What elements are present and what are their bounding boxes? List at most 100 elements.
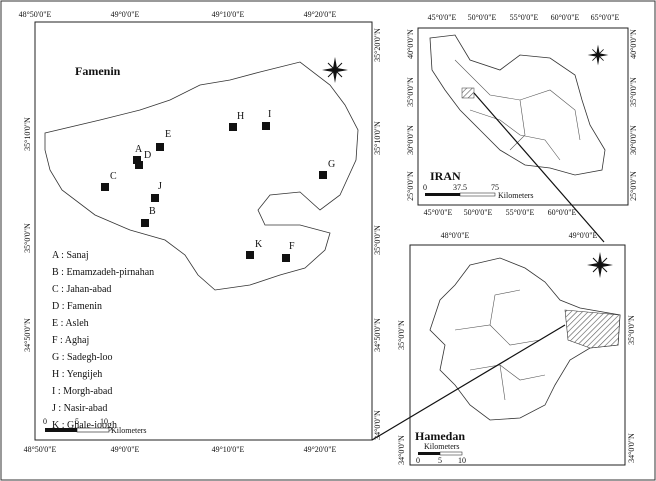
scale-label: 10: [100, 417, 108, 426]
legend-entry: C : Jahan-abad: [52, 284, 111, 295]
coordinate-label: 34°0'0"N: [397, 435, 406, 465]
famenin-highlight: [564, 309, 621, 349]
county-line: [489, 289, 521, 326]
site-marker: [282, 254, 290, 262]
coordinate-label: 25°0'0"N: [406, 171, 415, 201]
legend-entry: A : Sanaj: [52, 250, 89, 261]
connector-line: [473, 92, 605, 243]
coordinate-label: 35°0'0"N: [397, 320, 406, 350]
province-line: [454, 59, 581, 141]
coordinate-label: 34°50'0"N: [373, 318, 382, 352]
coordinate-label: 35°0'0"N: [406, 77, 415, 107]
coordinate-label: 55°0'0"E: [506, 208, 535, 217]
coordinate-label: 49°10'0"E: [212, 10, 245, 19]
iran-outline: [429, 34, 606, 176]
coordinate-label: 35°0'0"N: [627, 315, 636, 345]
iran-title: IRAN: [430, 169, 461, 183]
coordinate-label: 45°0'0"E: [428, 13, 457, 22]
legend-entry: F : Aghaj: [52, 335, 89, 346]
scale-label: 0: [416, 456, 420, 465]
site-marker: [246, 251, 254, 259]
coordinate-label: 40°0'0"N: [406, 29, 415, 59]
coordinate-label: 49°10'0"E: [212, 445, 245, 454]
coordinate-label: 60°0'0"E: [548, 208, 577, 217]
site-marker: [319, 171, 327, 179]
coordinate-label: 49°20'0"E: [304, 445, 337, 454]
legend-entry: K : Ghale-joogh: [52, 420, 117, 431]
scale-label: 10: [458, 456, 466, 465]
hamedan-title: Hamedan: [415, 429, 465, 443]
province-line: [469, 109, 561, 161]
coordinate-label: 35°20'0"N: [373, 28, 382, 62]
scale-label: 37.5: [453, 183, 467, 192]
scale-label: 5: [75, 417, 79, 426]
legend-entry: E : Asleh: [52, 318, 89, 329]
study-area-highlight: [461, 87, 475, 99]
legend-entry: I : Morgh-abad: [52, 386, 112, 397]
site-marker: [262, 122, 270, 130]
site-label: A: [135, 144, 143, 155]
coordinate-label: 49°0'0"E: [111, 10, 140, 19]
main-title: Famenin: [75, 64, 121, 78]
site-label: I: [268, 109, 271, 120]
scale-unit: Kilometers: [498, 191, 534, 200]
county-line: [469, 364, 546, 381]
famenin-outline: [44, 61, 359, 291]
coordinate-label: 35°0'0"N: [373, 225, 382, 255]
connector-line: [371, 324, 566, 441]
coordinate-label: 50°0'0"E: [468, 13, 497, 22]
site-label: D: [144, 150, 151, 161]
scale-label: 5: [438, 456, 442, 465]
site-label: J: [158, 181, 162, 192]
scale-unit: Kilometers: [424, 442, 460, 451]
coordinate-label: 34°0'0"N: [373, 410, 382, 440]
coordinate-label: 49°20'0"E: [304, 10, 337, 19]
coordinate-label: 50°0'0"E: [464, 208, 493, 217]
site-marker: [101, 183, 109, 191]
coordinate-label: 30°0'0"N: [406, 125, 415, 155]
coordinate-label: 34°50'0"N: [23, 318, 32, 352]
coordinate-label: 48°50'0"E: [19, 10, 52, 19]
coordinate-label: 40°0'0"N: [629, 29, 638, 59]
coordinate-label: 48°0'0"E: [441, 231, 470, 240]
coordinate-label: 49°0'0"E: [111, 445, 140, 454]
site-label: C: [110, 171, 117, 182]
hamedan-outline: [429, 257, 621, 421]
site-label: K: [255, 239, 263, 250]
site-label: B: [149, 206, 156, 217]
coordinate-label: 65°0'0"E: [591, 13, 620, 22]
coordinate-label: 35°10'0"N: [23, 117, 32, 151]
scale-bar: [439, 451, 463, 456]
legend-entry: G : Sadegh-loo: [52, 352, 113, 363]
coordinate-label: 35°0'0"N: [23, 223, 32, 253]
site-marker: [156, 143, 164, 151]
site-marker: [229, 123, 237, 131]
coordinate-label: 48°50'0"E: [24, 445, 57, 454]
scale-label: 0: [423, 183, 427, 192]
county-line: [499, 364, 506, 401]
site-marker: [141, 219, 149, 227]
coordinate-label: 35°10'0"N: [373, 121, 382, 155]
coordinate-label: 49°0'0"E: [569, 231, 598, 240]
legend-entry: J : Nasir-abad: [52, 403, 107, 414]
coordinate-label: 45°0'0"E: [424, 208, 453, 217]
scale-bar: [418, 452, 440, 455]
site-marker: [135, 161, 143, 169]
coordinate-label: 34°0'0"N: [627, 433, 636, 463]
legend-entry: B : Emamzadeh-pirnahan: [52, 267, 154, 278]
scale-bar: [425, 193, 460, 196]
legend-entry: D : Famenin: [52, 301, 102, 312]
coordinate-label: 35°0'0"N: [629, 77, 638, 107]
province-line: [509, 99, 526, 151]
coordinate-label: 25°0'0"N: [629, 171, 638, 201]
site-label: G: [328, 159, 335, 170]
coordinate-label: 60°0'0"E: [551, 13, 580, 22]
scale-label: 0: [43, 417, 47, 426]
site-label: E: [165, 129, 171, 140]
site-label: F: [289, 241, 295, 252]
scale-label: 75: [491, 183, 499, 192]
scale-bar: [459, 192, 496, 197]
legend-entry: H : Yengijeh: [52, 369, 102, 380]
scale-unit: Kilometers: [111, 426, 147, 435]
